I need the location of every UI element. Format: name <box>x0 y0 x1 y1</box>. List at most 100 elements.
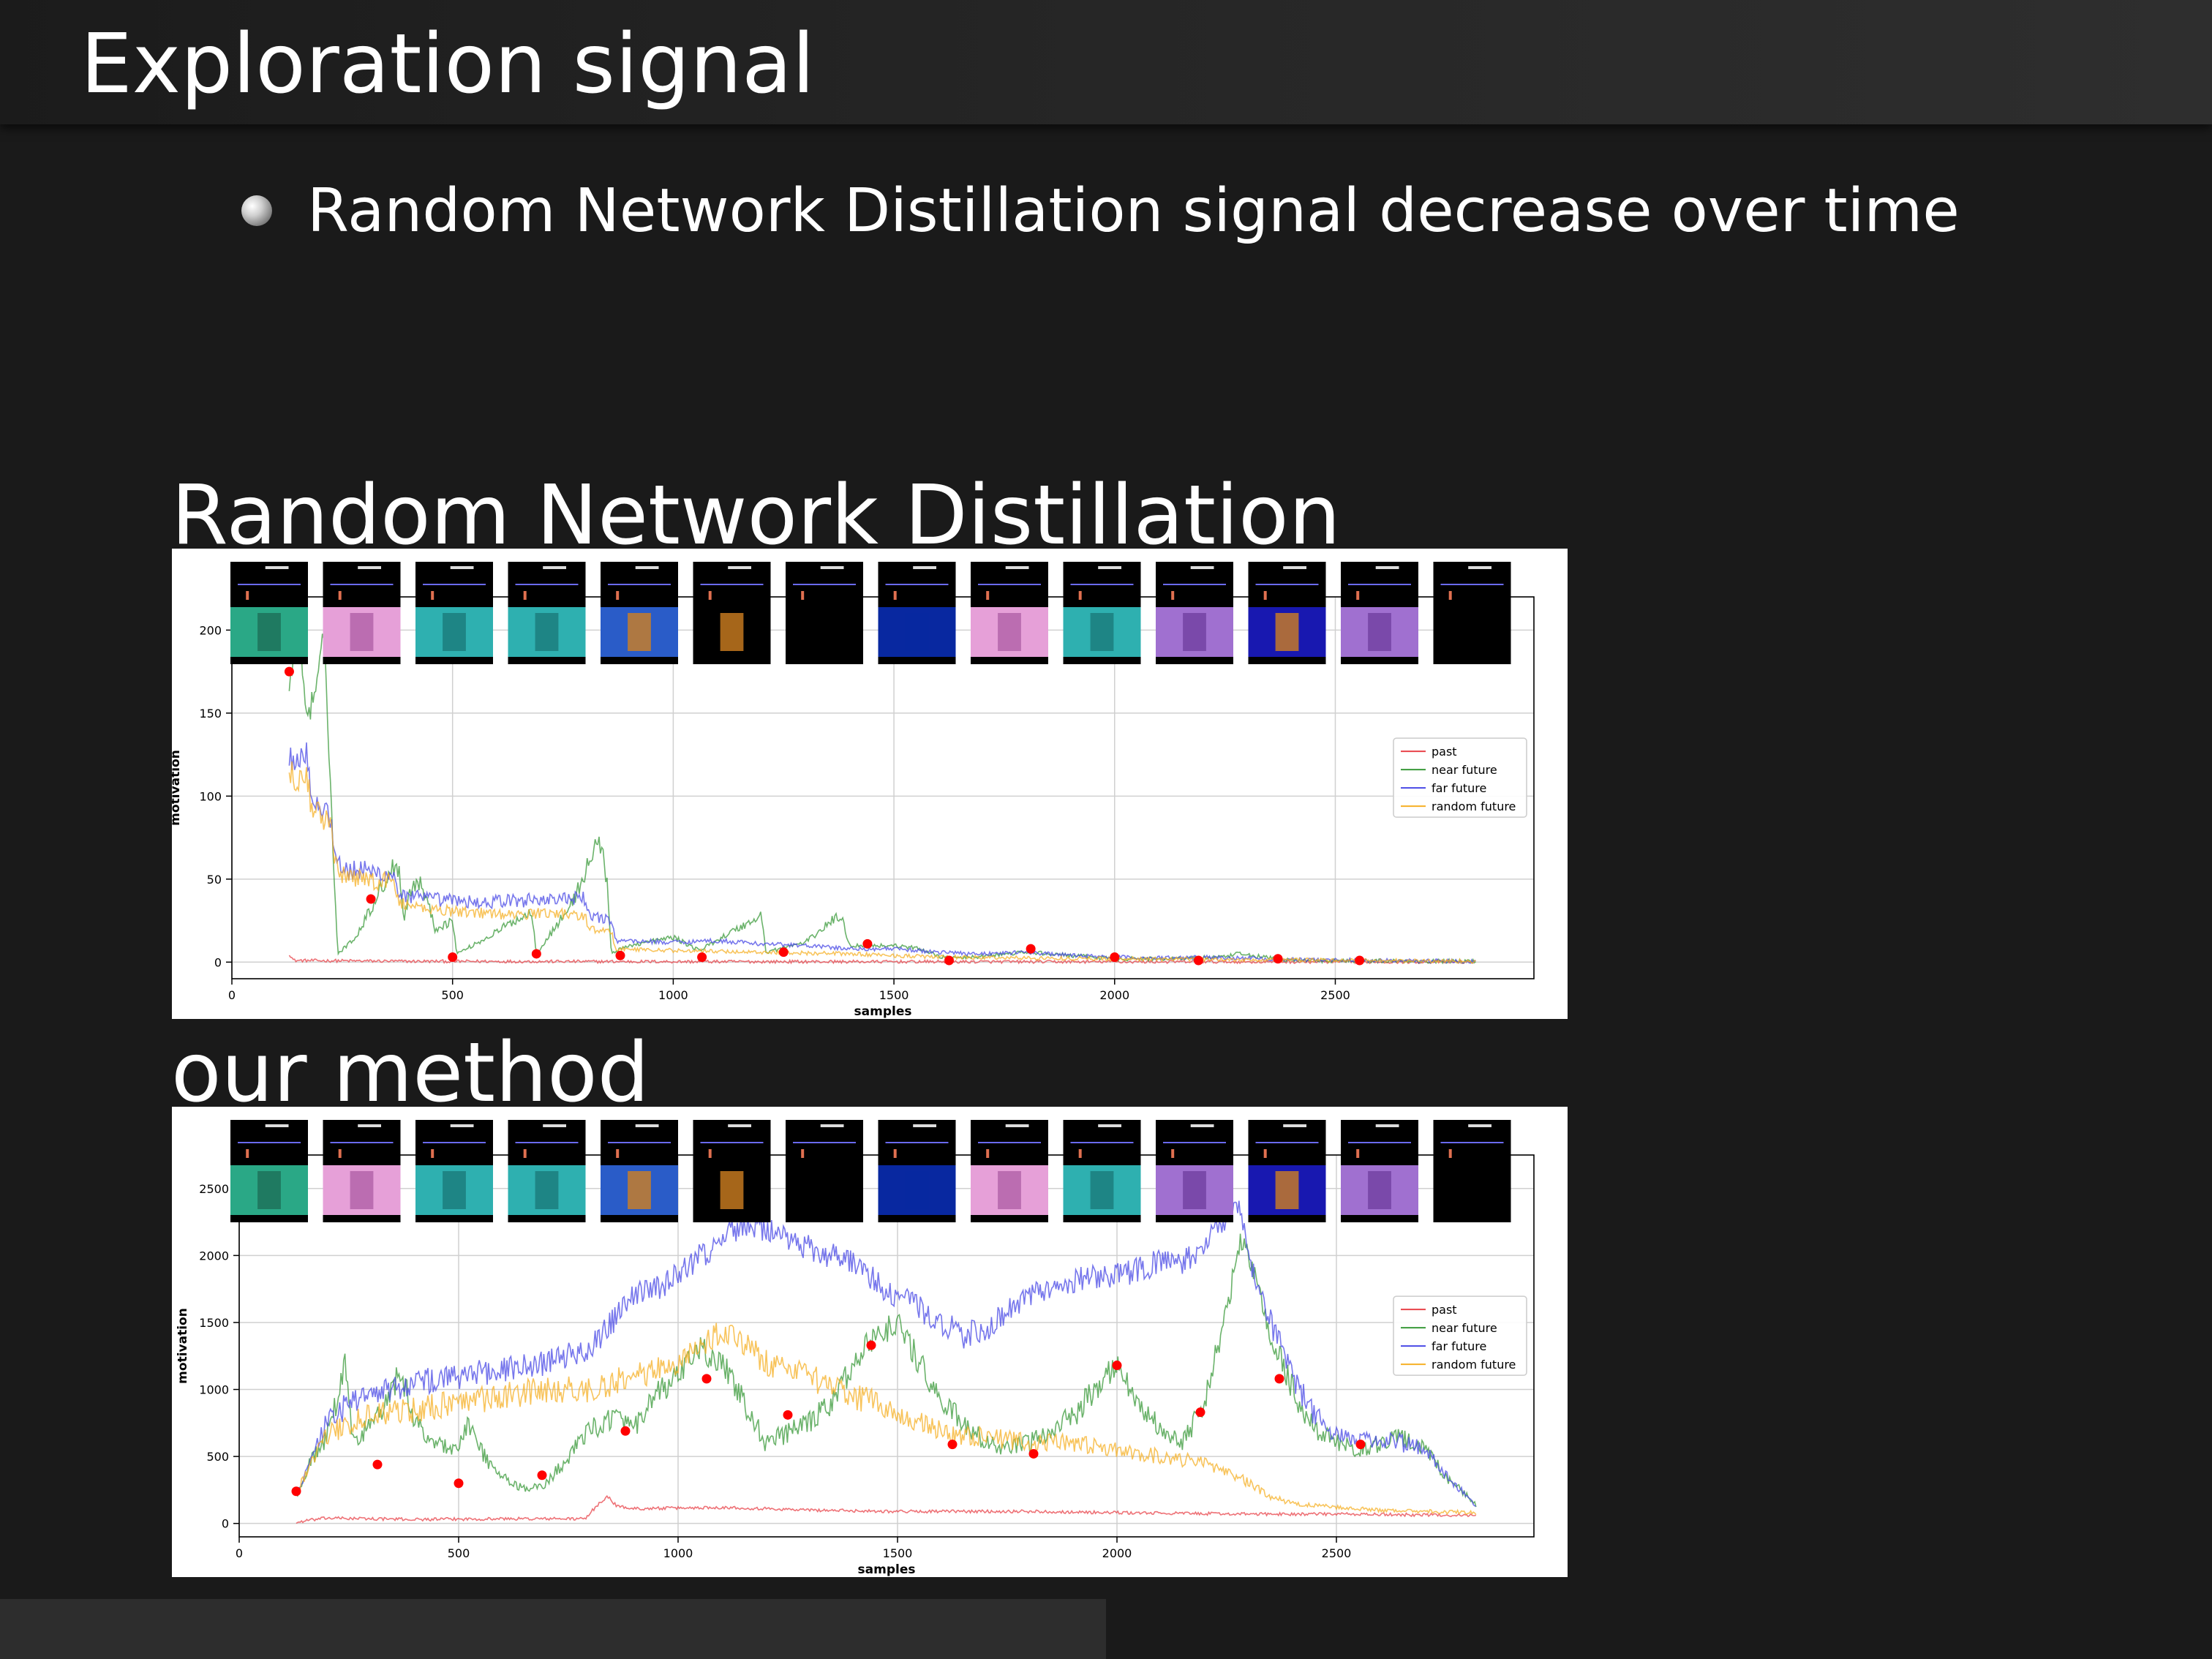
frame-thumbnail <box>693 1120 771 1222</box>
legend-entry: random future <box>1432 800 1516 813</box>
slide-title: Exploration signal <box>80 17 815 112</box>
x-tick-label: 500 <box>448 1546 470 1560</box>
legend-entry: past <box>1432 1303 1457 1317</box>
event-marker <box>697 952 707 962</box>
rnd-chart-figure: 0 500 1000 1500 2000 2500 0 50 100 150 200 samples m… <box>172 549 1568 1019</box>
x-tick-label: 1500 <box>883 1546 913 1560</box>
ours-chart-figure: 0 500 1000 1500 2000 2500 0 500 1000 1500 2000 2500… <box>172 1107 1568 1577</box>
x-tick-label: 0 <box>228 988 236 1002</box>
rnd-section-label: Random Network Distillation <box>171 468 1341 563</box>
y-tick-label: 1500 <box>199 1316 229 1330</box>
bullet-point-icon <box>241 195 272 226</box>
frame-thumbnail <box>230 1120 308 1222</box>
y-tick-label: 0 <box>222 1517 229 1531</box>
y-tick-label: 150 <box>199 707 222 721</box>
x-tick-label: 1000 <box>663 1546 693 1560</box>
frame-thumbnail <box>323 562 401 664</box>
legend-entry: past <box>1432 745 1457 759</box>
series-line-near-future <box>296 1233 1477 1508</box>
event-marker <box>1355 955 1365 966</box>
frame-thumbnail <box>878 562 956 664</box>
y-tick-label: 0 <box>214 955 222 969</box>
frame-thumbnail <box>1248 562 1326 664</box>
frame-thumbnail <box>1433 562 1511 664</box>
frame-thumbnail <box>323 1120 401 1222</box>
legend: past near future far future random future <box>1393 1295 1527 1376</box>
series-line-far-future <box>296 1200 1476 1507</box>
legend-entry: far future <box>1432 781 1486 795</box>
event-marker <box>1026 944 1036 954</box>
x-tick-label: 2500 <box>1322 1546 1352 1560</box>
legend-entry: near future <box>1432 763 1497 777</box>
event-marker <box>284 666 294 677</box>
frame-thumbnail <box>786 1120 863 1222</box>
event-marker <box>783 1410 793 1420</box>
event-marker <box>866 1340 876 1350</box>
frame-thumbnail <box>971 562 1048 664</box>
frame-thumbnail <box>1156 1120 1233 1222</box>
frame-thumbnail <box>971 1120 1048 1222</box>
event-marker <box>366 894 376 904</box>
x-axis-label: samples <box>858 1562 916 1577</box>
frame-thumbnail <box>786 562 863 664</box>
rnd-chart: 0 500 1000 1500 2000 2500 0 50 100 150 200 samples m… <box>172 562 1535 1019</box>
event-marker <box>1110 952 1120 962</box>
legend-entry: random future <box>1432 1358 1516 1372</box>
frame-thumbnail <box>1341 1120 1418 1222</box>
frame-thumbnail <box>508 562 586 664</box>
event-marker <box>1355 1440 1366 1450</box>
event-marker <box>944 955 955 966</box>
event-marker <box>615 950 625 960</box>
frame-thumbnail <box>693 562 771 664</box>
frame-thumbnail <box>1248 1120 1326 1222</box>
ours-section-label: our method <box>171 1026 650 1121</box>
y-tick-label: 2000 <box>199 1249 229 1263</box>
legend-entry: far future <box>1432 1339 1486 1353</box>
event-marker <box>448 952 458 962</box>
x-tick-label: 2500 <box>1320 988 1350 1002</box>
event-marker <box>1028 1448 1039 1459</box>
event-marker <box>1273 954 1283 964</box>
event-marker <box>291 1486 301 1497</box>
x-tick-label: 0 <box>236 1546 243 1560</box>
series-line-random-future <box>288 761 1476 965</box>
ours-chart: 0 500 1000 1500 2000 2500 0 500 1000 1500 2000 2500… <box>176 1120 1535 1577</box>
series-line-far-future <box>288 742 1476 964</box>
frame-thumbnail <box>1156 562 1233 664</box>
y-tick-label: 500 <box>206 1450 229 1464</box>
frame-thumbnail <box>601 1120 678 1222</box>
y-tick-label: 50 <box>207 873 222 887</box>
event-marker <box>372 1459 383 1470</box>
frame-thumbnail <box>1063 562 1141 664</box>
series-line-random-future <box>296 1323 1477 1516</box>
legend: past near future far future random future <box>1393 737 1527 818</box>
y-tick-label: 2500 <box>199 1182 229 1196</box>
series-line-past <box>296 1494 1477 1524</box>
event-marker <box>1274 1374 1284 1384</box>
event-marker <box>620 1426 631 1436</box>
x-tick-label: 2000 <box>1102 1546 1132 1560</box>
x-tick-label: 500 <box>441 988 464 1002</box>
frame-thumbnail <box>1341 562 1418 664</box>
footer-bar <box>0 1599 1106 1659</box>
event-marker <box>1195 1407 1205 1418</box>
frame-thumbnail <box>230 562 308 664</box>
bullet-item: Random Network Distillation signal decre… <box>241 167 1960 255</box>
event-marker <box>947 1440 958 1450</box>
frame-thumbnail <box>415 562 493 664</box>
event-marker <box>1112 1361 1122 1371</box>
frame-thumbnail <box>508 1120 586 1222</box>
frame-thumbnail <box>1063 1120 1141 1222</box>
y-tick-label: 200 <box>199 623 222 637</box>
x-tick-label: 1000 <box>658 988 688 1002</box>
event-marker <box>778 947 789 958</box>
event-marker <box>701 1374 712 1384</box>
x-tick-label: 2000 <box>1099 988 1129 1002</box>
y-tick-label: 1000 <box>199 1383 229 1397</box>
x-tick-label: 1500 <box>879 988 909 1002</box>
frame-thumbnail <box>601 562 678 664</box>
event-marker <box>531 949 541 959</box>
bullet-text: Random Network Distillation signal decre… <box>307 176 1960 246</box>
event-marker <box>1193 955 1203 966</box>
y-axis-label: motivation <box>172 750 183 826</box>
